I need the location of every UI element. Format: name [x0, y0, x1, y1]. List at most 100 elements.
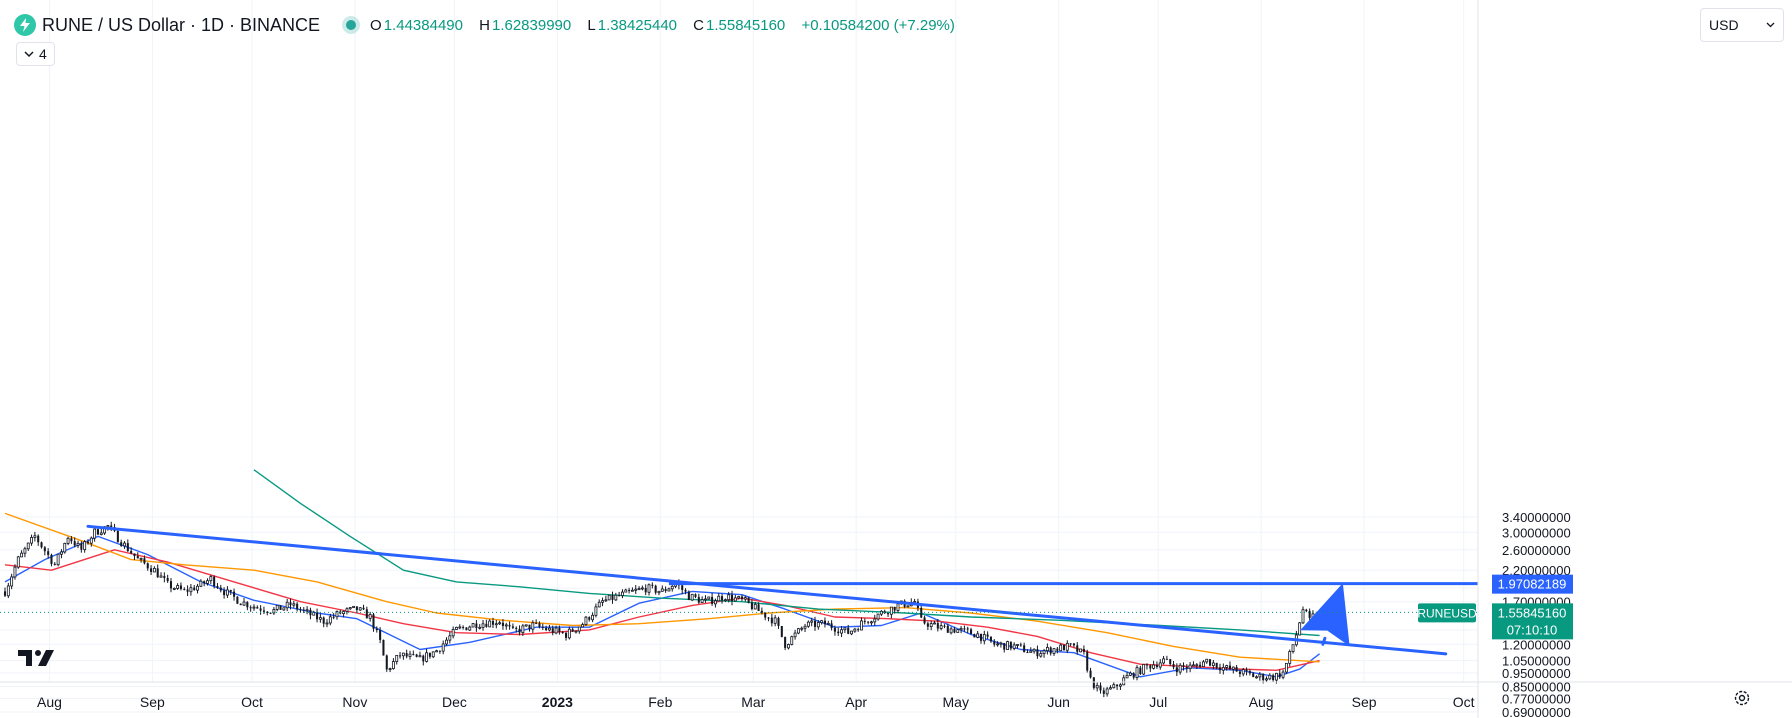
candlestick	[1135, 665, 1139, 681]
candle-body-up	[1188, 664, 1192, 670]
candlestick	[309, 607, 312, 620]
candlestick	[611, 591, 614, 604]
candle-body-down	[1169, 659, 1172, 665]
candlestick	[448, 631, 452, 644]
time-tick-label: Jul	[1149, 694, 1167, 710]
candle-body-up	[1016, 644, 1019, 646]
candle-body-down	[747, 597, 750, 603]
candlestick	[169, 578, 173, 593]
candlestick	[1092, 676, 1095, 690]
candle-body-down	[1272, 675, 1275, 681]
candlestick	[976, 631, 980, 639]
candle-body-up	[647, 584, 651, 593]
candle-body-down	[1215, 662, 1218, 668]
candlestick	[929, 620, 933, 631]
candlestick	[299, 606, 302, 613]
candle-body-up	[1298, 622, 1302, 636]
candlestick	[764, 612, 767, 621]
candle-body-down	[302, 609, 305, 611]
time-axis[interactable]: Aug Sep Oct Nov Dec 2023 Feb Mar Apr May Jun Jul Aug…	[0, 681, 1792, 710]
candlestick	[879, 610, 883, 617]
settings-gear-icon[interactable]	[1733, 689, 1751, 707]
candle-body-down	[857, 629, 860, 631]
descending-trendline[interactable]	[86, 524, 1448, 656]
candlestick	[800, 626, 804, 632]
current-price-label: 1.55845160	[1498, 605, 1567, 620]
candle-body-up	[1125, 674, 1129, 679]
candlestick	[43, 546, 46, 556]
candle-body-up	[800, 627, 804, 630]
candle-body-down	[136, 556, 139, 559]
candle-body-up	[1152, 664, 1156, 669]
candle-body-down	[399, 655, 402, 657]
candlestick	[285, 598, 289, 612]
candle-body-up	[929, 623, 933, 628]
candlestick	[139, 557, 143, 563]
candle-body-down	[256, 607, 259, 609]
candle-body-up	[621, 591, 624, 597]
time-tick-label: Aug	[37, 694, 62, 710]
candle-body-down	[770, 617, 773, 624]
candle-body-down	[1062, 645, 1066, 651]
up-arrow-head-icon[interactable]	[1300, 583, 1350, 647]
candle-body-down	[80, 543, 83, 550]
candle-body-up	[601, 600, 604, 603]
candle-body-down	[143, 558, 146, 564]
candlestick	[40, 541, 43, 549]
candle-body-up	[850, 630, 853, 635]
candle-body-down	[166, 578, 169, 582]
candlestick	[475, 620, 478, 632]
candle-body-up	[1105, 688, 1109, 695]
candlestick	[372, 612, 375, 632]
candle-body-up	[1211, 662, 1215, 666]
candlestick	[312, 610, 316, 616]
candlestick	[796, 627, 800, 635]
candlestick	[362, 604, 365, 611]
candlestick	[545, 625, 548, 632]
candle-body-up	[10, 576, 14, 587]
candlestick	[1042, 648, 1046, 658]
drawing-objects[interactable]	[86, 524, 1478, 656]
candlestick	[146, 562, 149, 571]
candle-body-up	[1012, 644, 1016, 649]
currency-select[interactable]: USD	[1700, 8, 1784, 42]
candlestick	[63, 542, 67, 554]
candle-body-up	[1241, 669, 1245, 675]
candlestick	[986, 631, 989, 640]
candlestick	[498, 620, 502, 625]
candlestick	[275, 604, 279, 612]
candle-body-up	[1231, 666, 1235, 670]
symbol-title[interactable]: RUNE / US Dollar · 1D · BINANCE	[42, 14, 321, 35]
candle-body-down	[438, 650, 441, 652]
candle-body-down	[564, 632, 568, 638]
candlestick	[73, 537, 76, 548]
candle-body-down	[654, 585, 657, 593]
candle-body-down	[249, 607, 252, 609]
tradingview-logo-icon[interactable]	[18, 648, 58, 668]
up-arrow-shaft[interactable]	[1321, 636, 1327, 646]
candle-body-up	[1059, 644, 1063, 652]
candlestick	[813, 616, 817, 631]
candle-body-up	[1095, 685, 1099, 689]
indicators-toggle-button[interactable]: 4	[16, 42, 55, 66]
candle-body-up	[1079, 648, 1083, 653]
candlestick	[873, 614, 877, 626]
candlestick	[1006, 640, 1009, 650]
candle-body-up	[1255, 676, 1258, 679]
candle-body-down	[405, 653, 408, 657]
candlestick	[1221, 663, 1225, 675]
candle-body-up	[1221, 667, 1225, 671]
candlestick	[548, 624, 551, 632]
candlestick	[956, 629, 960, 633]
candlestick	[618, 591, 621, 597]
candle-body-up	[1265, 678, 1268, 681]
candle-body-up	[435, 650, 438, 653]
moving-average-line	[253, 469, 1320, 637]
candlestick	[793, 629, 797, 640]
candlestick	[438, 650, 441, 654]
candle-body-up	[584, 616, 588, 625]
candlestick	[401, 652, 405, 660]
candle-body-up	[524, 624, 528, 627]
